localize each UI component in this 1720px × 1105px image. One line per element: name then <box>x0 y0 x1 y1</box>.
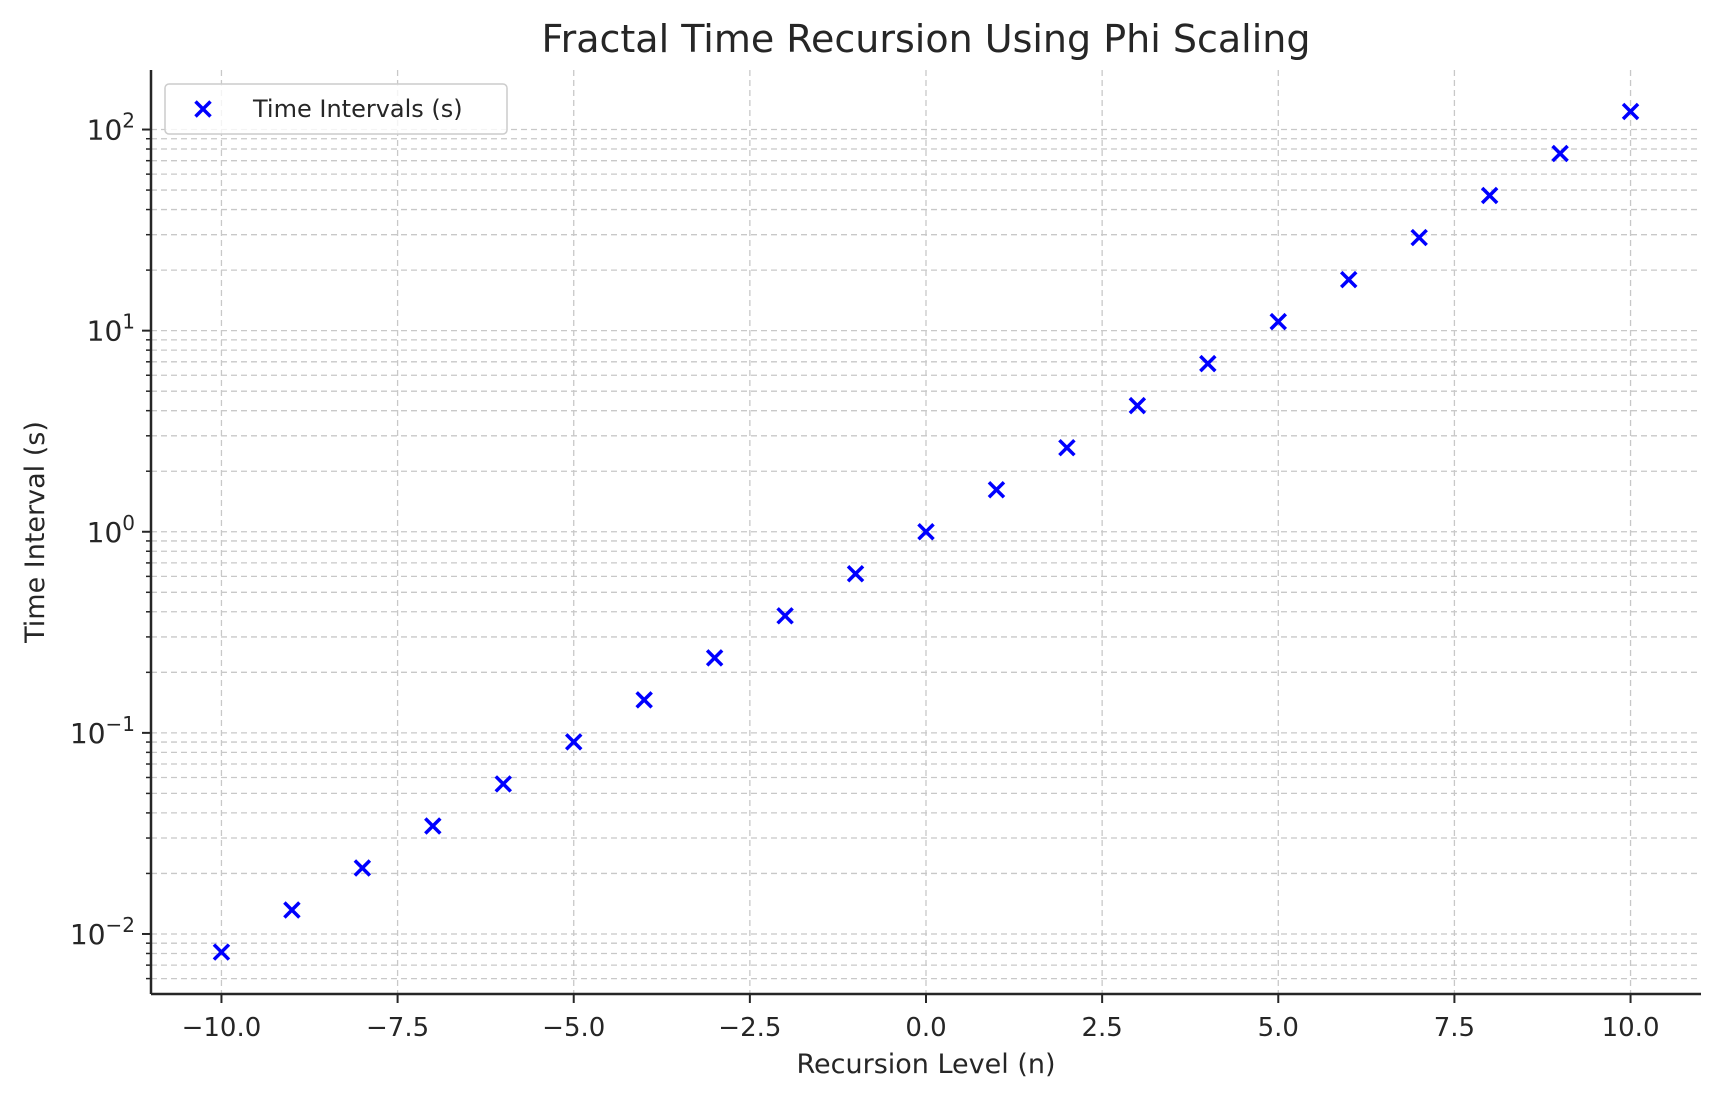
data-point <box>987 480 1006 499</box>
y-tick-label: 101 <box>87 310 135 348</box>
x-marker <box>1410 228 1428 247</box>
data-points <box>212 102 1640 961</box>
x-marker <box>283 901 301 919</box>
x-marker <box>1199 354 1217 373</box>
x-tick-label: 10.0 <box>1602 1013 1660 1043</box>
data-point <box>1480 186 1499 205</box>
x-tick-label: 5.0 <box>1258 1013 1299 1043</box>
data-point <box>424 817 442 835</box>
x-tick-label: −7.5 <box>366 1013 429 1043</box>
y-tick-label: 100 <box>87 511 135 549</box>
x-marker <box>1339 270 1358 289</box>
axes: −10.0 −7.5 −5.0 −2.5 0.0 2.5 5.0 7.5 10.0 10−2 10−… <box>70 70 1701 1043</box>
x-marker <box>494 775 513 793</box>
x-marker <box>846 565 865 583</box>
x-marker <box>1551 144 1569 163</box>
data-point <box>1199 354 1217 373</box>
x-marker <box>194 100 212 118</box>
data-point <box>1339 270 1358 289</box>
legend-marker-x-icon <box>194 100 212 118</box>
data-point <box>1128 396 1147 415</box>
x-marker <box>635 691 653 709</box>
data-point <box>212 943 231 961</box>
x-tick-label: 2.5 <box>1081 1013 1122 1043</box>
y-tick-label: 102 <box>87 109 135 147</box>
x-marker <box>212 943 231 961</box>
x-tick-label: −10.0 <box>182 1013 262 1043</box>
x-marker <box>776 607 794 625</box>
x-marker <box>1128 396 1147 415</box>
y-axis-label: Time Interval (s) <box>20 421 51 644</box>
y-tick-label: 10−1 <box>70 712 135 750</box>
x-marker <box>1058 438 1076 457</box>
y-tick-label: 10−2 <box>70 913 135 951</box>
data-point <box>1410 228 1428 247</box>
x-axis-label: Recursion Level (n) <box>796 1049 1055 1080</box>
chart-title: Fractal Time Recursion Using Phi Scaling <box>542 17 1311 61</box>
data-point <box>917 523 935 541</box>
legend: Time Intervals (s) <box>164 83 508 135</box>
x-marker <box>564 733 583 751</box>
data-point <box>1621 102 1640 121</box>
legend-marker <box>194 100 212 118</box>
x-tick-label: 7.5 <box>1434 1013 1475 1043</box>
data-point <box>1551 144 1569 163</box>
data-point <box>353 859 372 877</box>
x-marker <box>353 859 372 877</box>
x-marker <box>1621 102 1640 121</box>
x-marker <box>917 523 935 541</box>
x-marker <box>1269 312 1288 331</box>
data-point <box>283 901 301 919</box>
data-point <box>776 607 794 625</box>
x-marker <box>987 480 1006 499</box>
legend-box <box>164 83 508 135</box>
data-point <box>564 733 583 751</box>
data-point <box>635 691 653 709</box>
x-tick-label: −2.5 <box>718 1013 781 1043</box>
data-point <box>1058 438 1076 457</box>
legend-label: Time Intervals (s) <box>252 95 463 123</box>
x-marker <box>424 817 442 835</box>
data-point <box>1269 312 1288 331</box>
x-marker <box>705 649 724 667</box>
data-point <box>705 649 724 667</box>
data-point <box>494 775 513 793</box>
grid <box>151 70 1701 994</box>
x-marker <box>1480 186 1499 205</box>
x-tick-label: −5.0 <box>542 1013 605 1043</box>
data-point <box>846 565 865 583</box>
x-tick-label: 0.0 <box>905 1013 946 1043</box>
